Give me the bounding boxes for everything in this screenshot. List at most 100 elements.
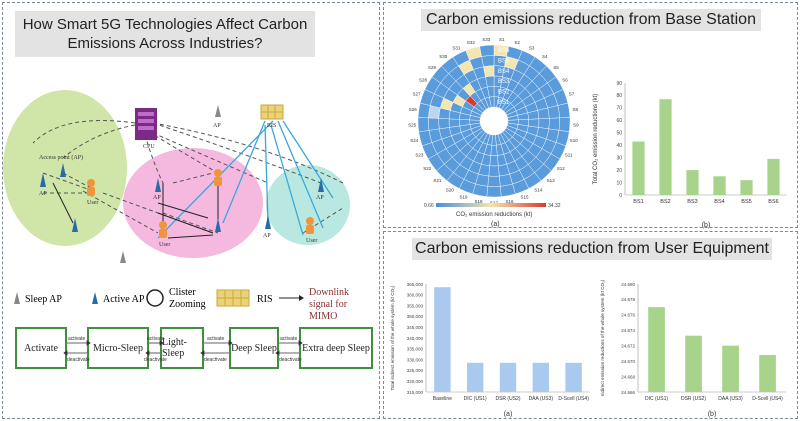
y-tick-label: 60 [616, 118, 622, 124]
sector-label: S24 [410, 138, 419, 143]
heat-cell [438, 118, 450, 130]
y-axis-label: Indirect emission reductions of the whol… [600, 279, 605, 396]
diagram-legend: Sleep AP Active AP Clister Zooming RIS D… [14, 287, 349, 322]
sleep-ap-label: AP [213, 123, 221, 129]
y-tick-label: 24.666 [621, 390, 635, 395]
bar [759, 355, 776, 392]
sleep-ap-bottom-icon [120, 251, 126, 263]
sublabel-a: (a) [491, 221, 500, 228]
y-tick-label: 325,000 [407, 368, 424, 373]
state-deep-sleep: Deep Sleep [229, 327, 279, 369]
y-tick-label: 10 [616, 180, 622, 186]
x-tick-label: Baseline [433, 396, 452, 402]
legend-downlink: Downlink [309, 287, 349, 298]
x-tick-label: BS6 [768, 199, 778, 205]
x-tick-label: BS1 [633, 199, 643, 205]
top-right-panel: Carbon emissions reduction from Base Sta… [383, 2, 798, 229]
top-right-title: Carbon emissions reduction from Base Sta… [421, 9, 761, 31]
bar [722, 345, 739, 392]
heat-cell [417, 117, 430, 133]
sector-label: S31 [452, 46, 461, 51]
active-ap-icon [72, 218, 78, 232]
sector-label: S21 [433, 178, 442, 183]
bottom-right-panel: Carbon emissions reduction from User Equ… [383, 231, 798, 419]
sector-label: S22 [423, 166, 432, 171]
x-tick-label: BS3 [687, 199, 697, 205]
y-tick-label: 24.676 [621, 313, 635, 318]
transition-deactivate-label: deactivate [204, 357, 227, 363]
sleep-ap-icon [215, 105, 221, 117]
active-ap-icon [318, 178, 324, 192]
transition-activate-label: activate [68, 336, 85, 342]
heat-cell [487, 175, 501, 187]
transition-activate-label: activate [207, 336, 224, 342]
x-tick-label: D-Scell (US4) [558, 396, 589, 402]
sublabel: (b) [702, 222, 711, 229]
cpu-label: CPU [143, 144, 155, 150]
state-micro-sleep: Micro-Sleep [87, 327, 149, 369]
y-tick-label: 330,000 [407, 357, 424, 362]
sublabel: (a) [504, 411, 513, 418]
polar-heatmap: S1 S2 S3 S4 S5 S6 S7 S8 S9 S10 S11 S12 S13 S14 S15 S16 S… [408, 37, 579, 228]
ring-label: BS5 [498, 59, 510, 65]
sleep-ap-legend-icon [14, 292, 20, 304]
ring-label: BS1 [498, 100, 510, 106]
y-tick-label: 365,000 [407, 282, 424, 287]
heat-cell [548, 117, 560, 131]
heat-cell [547, 105, 560, 119]
sector-label: S18 [474, 199, 483, 204]
transition-deactivate-label: deactivate [279, 357, 302, 363]
transition-deactivate-label: deactivate [144, 357, 167, 363]
bar [499, 362, 517, 392]
legend-active-ap: Active AP [103, 294, 145, 305]
left-title: How Smart 5G Technologies Affect Carbon … [15, 11, 315, 57]
sector-label: S16 [505, 199, 514, 204]
ue-total-emission-chart: 315,000 320,000 325,000 330,000 335,000 340,0… [390, 282, 590, 418]
y-tick-label: 70 [616, 106, 622, 112]
bar [648, 307, 665, 392]
y-tick-label: 24.680 [621, 282, 635, 287]
heat-cell [486, 186, 502, 198]
state-transitions: activate deactivate activate deactivate … [63, 336, 303, 363]
x-tick-label: DAA (US3) [529, 396, 554, 402]
ring-label: BS4 [498, 69, 510, 75]
bar [686, 170, 699, 195]
x-tick-label: DSR (US2) [495, 396, 520, 402]
left-panel: How Smart 5G Technologies Affect Carbon … [2, 2, 380, 419]
ring-label: BS3 [498, 79, 510, 85]
x-tick-label: BS5 [741, 199, 751, 205]
user-label: User [306, 238, 317, 244]
heat-cell [557, 102, 571, 119]
bar [740, 180, 753, 195]
bar [532, 362, 549, 392]
sector-label: S8 [572, 107, 578, 112]
bottom-right-title: Carbon emissions reduction from User Equ… [412, 238, 772, 260]
legend-ris: RIS [257, 294, 273, 305]
ris-node-label: RIS [267, 123, 276, 129]
ring-label: BS6 [498, 48, 510, 54]
bar [685, 335, 702, 392]
y-axis-label: Total indirect emission of the whole sys… [390, 285, 395, 390]
sector-label: S29 [428, 65, 437, 70]
y-tick-label: 340,000 [407, 336, 424, 341]
colorbar-label: CO₂ emission reductions (kt) [456, 212, 532, 218]
colorbar-max: 34.32 [548, 203, 561, 209]
ap-label: AP [153, 195, 161, 201]
ap-label: AP [316, 195, 324, 201]
sector-label: S30 [439, 54, 448, 59]
x-tick-label: DIC (US1) [645, 396, 668, 402]
ris-legend-icon [216, 289, 250, 307]
active-ap-icon [155, 178, 161, 192]
sector-label: S3 [529, 46, 535, 51]
active-ap-legend-icon [92, 292, 98, 304]
heat-cell [417, 102, 431, 119]
x-tick-label: BS4 [714, 199, 724, 205]
sector-label: S4 [542, 54, 548, 59]
bar [659, 99, 672, 195]
y-tick-label: 80 [616, 93, 622, 99]
sector-label: S10 [570, 138, 579, 143]
sector-label: S12 [557, 166, 566, 171]
user-label: User [87, 200, 98, 206]
sector-label: S27 [412, 92, 421, 97]
transition-deactivate-label: deactivate [67, 357, 90, 363]
